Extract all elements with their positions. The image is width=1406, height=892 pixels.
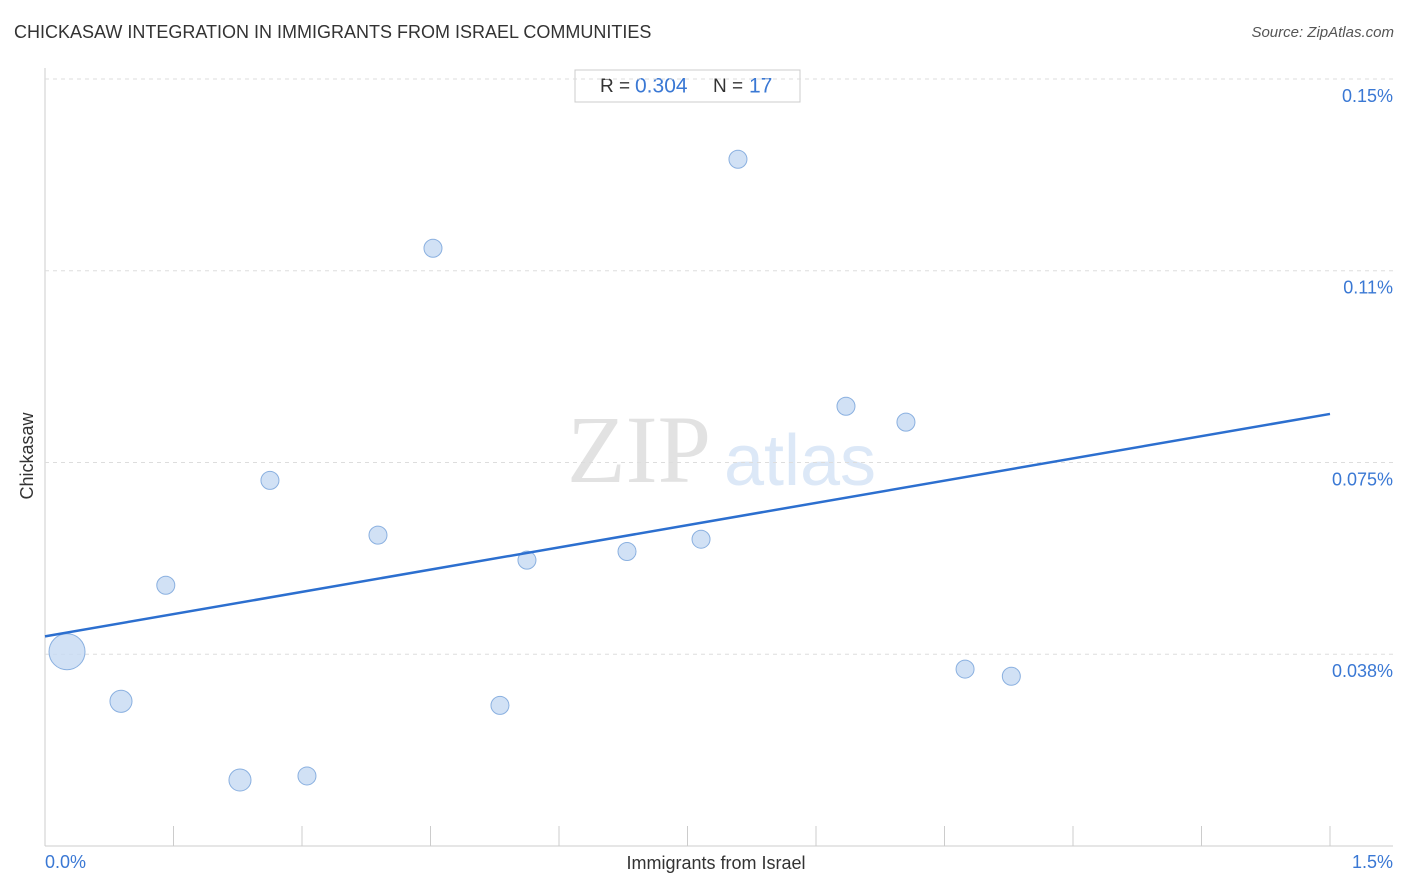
x-axis-label: Immigrants from Israel xyxy=(626,853,805,873)
y-tick-label: 0.038% xyxy=(1332,661,1393,681)
chart-title: CHICKASAW INTEGRATION IN IMMIGRANTS FROM… xyxy=(14,22,651,42)
x-tick-label: 0.0% xyxy=(45,852,86,872)
point xyxy=(896,412,916,432)
point xyxy=(297,766,317,786)
point xyxy=(228,768,252,792)
source: Source: ZipAtlas.com xyxy=(1251,24,1394,41)
point xyxy=(836,396,856,416)
point xyxy=(109,689,133,713)
trend-line xyxy=(44,412,1331,638)
point xyxy=(156,575,176,595)
y-tick-label: 0.075% xyxy=(1332,469,1393,489)
point xyxy=(368,525,388,545)
point xyxy=(728,149,748,169)
point xyxy=(517,550,537,570)
n-value: 17 xyxy=(749,75,772,98)
watermark: ZIP xyxy=(567,396,711,503)
point xyxy=(955,659,975,679)
point xyxy=(490,695,510,715)
point xyxy=(423,238,443,258)
point xyxy=(260,470,280,490)
stats-box xyxy=(574,69,801,103)
y-axis-label: Chickasaw xyxy=(17,411,37,499)
watermark: atlas xyxy=(724,421,876,501)
point xyxy=(691,529,711,549)
x-tick-label: 1.5% xyxy=(1352,852,1393,872)
n-label: N = xyxy=(713,76,743,97)
y-tick-label: 0.11% xyxy=(1343,278,1393,298)
r-value: 0.304 xyxy=(635,75,688,98)
point xyxy=(1001,666,1021,686)
r-label: R = xyxy=(600,76,630,97)
point xyxy=(48,633,86,671)
y-tick-label: 0.15% xyxy=(1342,86,1393,106)
point xyxy=(617,541,637,561)
